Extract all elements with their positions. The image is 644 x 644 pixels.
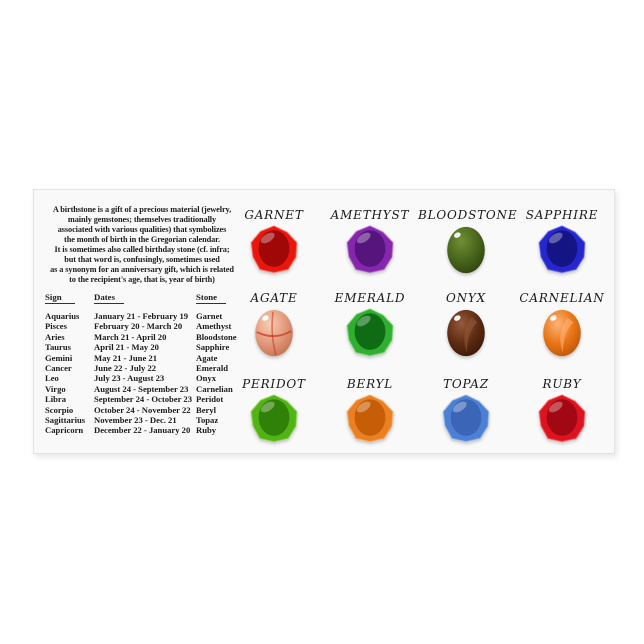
gem-label: PERIDOT: [242, 377, 306, 391]
gem-cell-peridot: PERIDOT: [226, 378, 322, 460]
table-row: Aries March 21 - April 20 Bloodstone: [45, 331, 237, 342]
gem-cell-agate: AGATE: [226, 292, 322, 374]
gem-label: GARNET: [244, 208, 304, 222]
carnelian-gem-icon: [543, 309, 581, 357]
gem-cell-amethyst: AMETHYST: [322, 209, 418, 291]
agate-gem-icon: [255, 309, 293, 357]
table-row: Leo July 23 - August 23 Onyx: [45, 373, 217, 384]
table-row: Sagittarius November 23 - Dec. 21 Topaz: [45, 415, 219, 426]
column-header-stone: Stone: [196, 292, 237, 311]
gem-label: AMETHYST: [330, 208, 410, 222]
table-row: Cancer June 22 - July 22 Emerald: [45, 363, 228, 374]
gem-label: ONYX: [445, 291, 486, 305]
table-row: Aquarius January 21 - February 19 Garnet: [45, 311, 223, 321]
onyx-gem-icon: [447, 309, 485, 357]
sapphire-gem-icon: [538, 225, 586, 274]
column-header-sign: Sign: [45, 292, 94, 311]
intro-paragraph: A birthstone is a gift of a precious mat…: [50, 205, 234, 284]
table-row: Taurus April 21 - May 20 Sapphire: [45, 342, 230, 353]
emerald-gem-icon: [346, 308, 394, 357]
table-row: Gemini May 21 - June 21 Agate: [45, 352, 218, 363]
rack-card: A birthstone is a gift of a precious mat…: [33, 189, 615, 454]
peridot-gem-icon: [250, 394, 298, 443]
bloodstone-gem-icon: [447, 226, 485, 274]
gem-cell-bloodstone: BLOODSTONE: [418, 208, 518, 291]
gem-label: SAPPHIRE: [525, 208, 599, 222]
gem-label: EMERALD: [334, 291, 406, 305]
table-row: Pisces February 20 - March 20 Amethyst: [45, 321, 232, 332]
gem-cell-carnelian: CARNELIAN: [514, 292, 610, 374]
gem-label: TOPAZ: [443, 377, 489, 391]
gem-label: BLOODSTONE: [418, 208, 518, 222]
birthstone-table: Sign Dates Stone Aquarius January 21 - Fe…: [45, 292, 237, 436]
table-row: Scorpio October 24 - November 22 Beryl: [45, 404, 217, 415]
gem-cell-topaz: TOPAZ: [418, 378, 514, 460]
gem-cell-beryl: BERYL: [322, 378, 418, 460]
gem-label: CARNELIAN: [519, 291, 605, 305]
gem-cell-onyx: ONYX: [418, 292, 514, 374]
gem-cell-sapphire: SAPPHIRE: [514, 209, 610, 291]
column-header-dates: Dates: [94, 292, 196, 311]
gem-label: AGATE: [250, 291, 298, 305]
table-row: Libra September 24 - October 23 Peridot: [45, 394, 224, 405]
topaz-gem-icon: [442, 394, 490, 443]
gem-cell-garnet: GARNET: [226, 209, 322, 291]
ruby-gem-icon: [538, 394, 586, 443]
table-row: Capricorn December 22 - January 20 Ruby: [45, 425, 217, 436]
garnet-gem-icon: [250, 225, 298, 274]
gem-label: BERYL: [346, 377, 394, 391]
table-row: Virgo August 24 - September 23 Carnelian: [45, 383, 233, 394]
gem-cell-emerald: EMERALD: [322, 292, 418, 374]
beryl-gem-icon: [346, 394, 394, 443]
birthstone-table-body: Aquarius January 21 - February 19 Garnet Pi…: [45, 311, 237, 436]
gem-cell-ruby: RUBY: [514, 378, 610, 460]
gem-label: RUBY: [542, 377, 582, 391]
birthstone-table-header: Sign Dates Stone: [45, 292, 237, 311]
amethyst-gem-icon: [346, 225, 394, 274]
